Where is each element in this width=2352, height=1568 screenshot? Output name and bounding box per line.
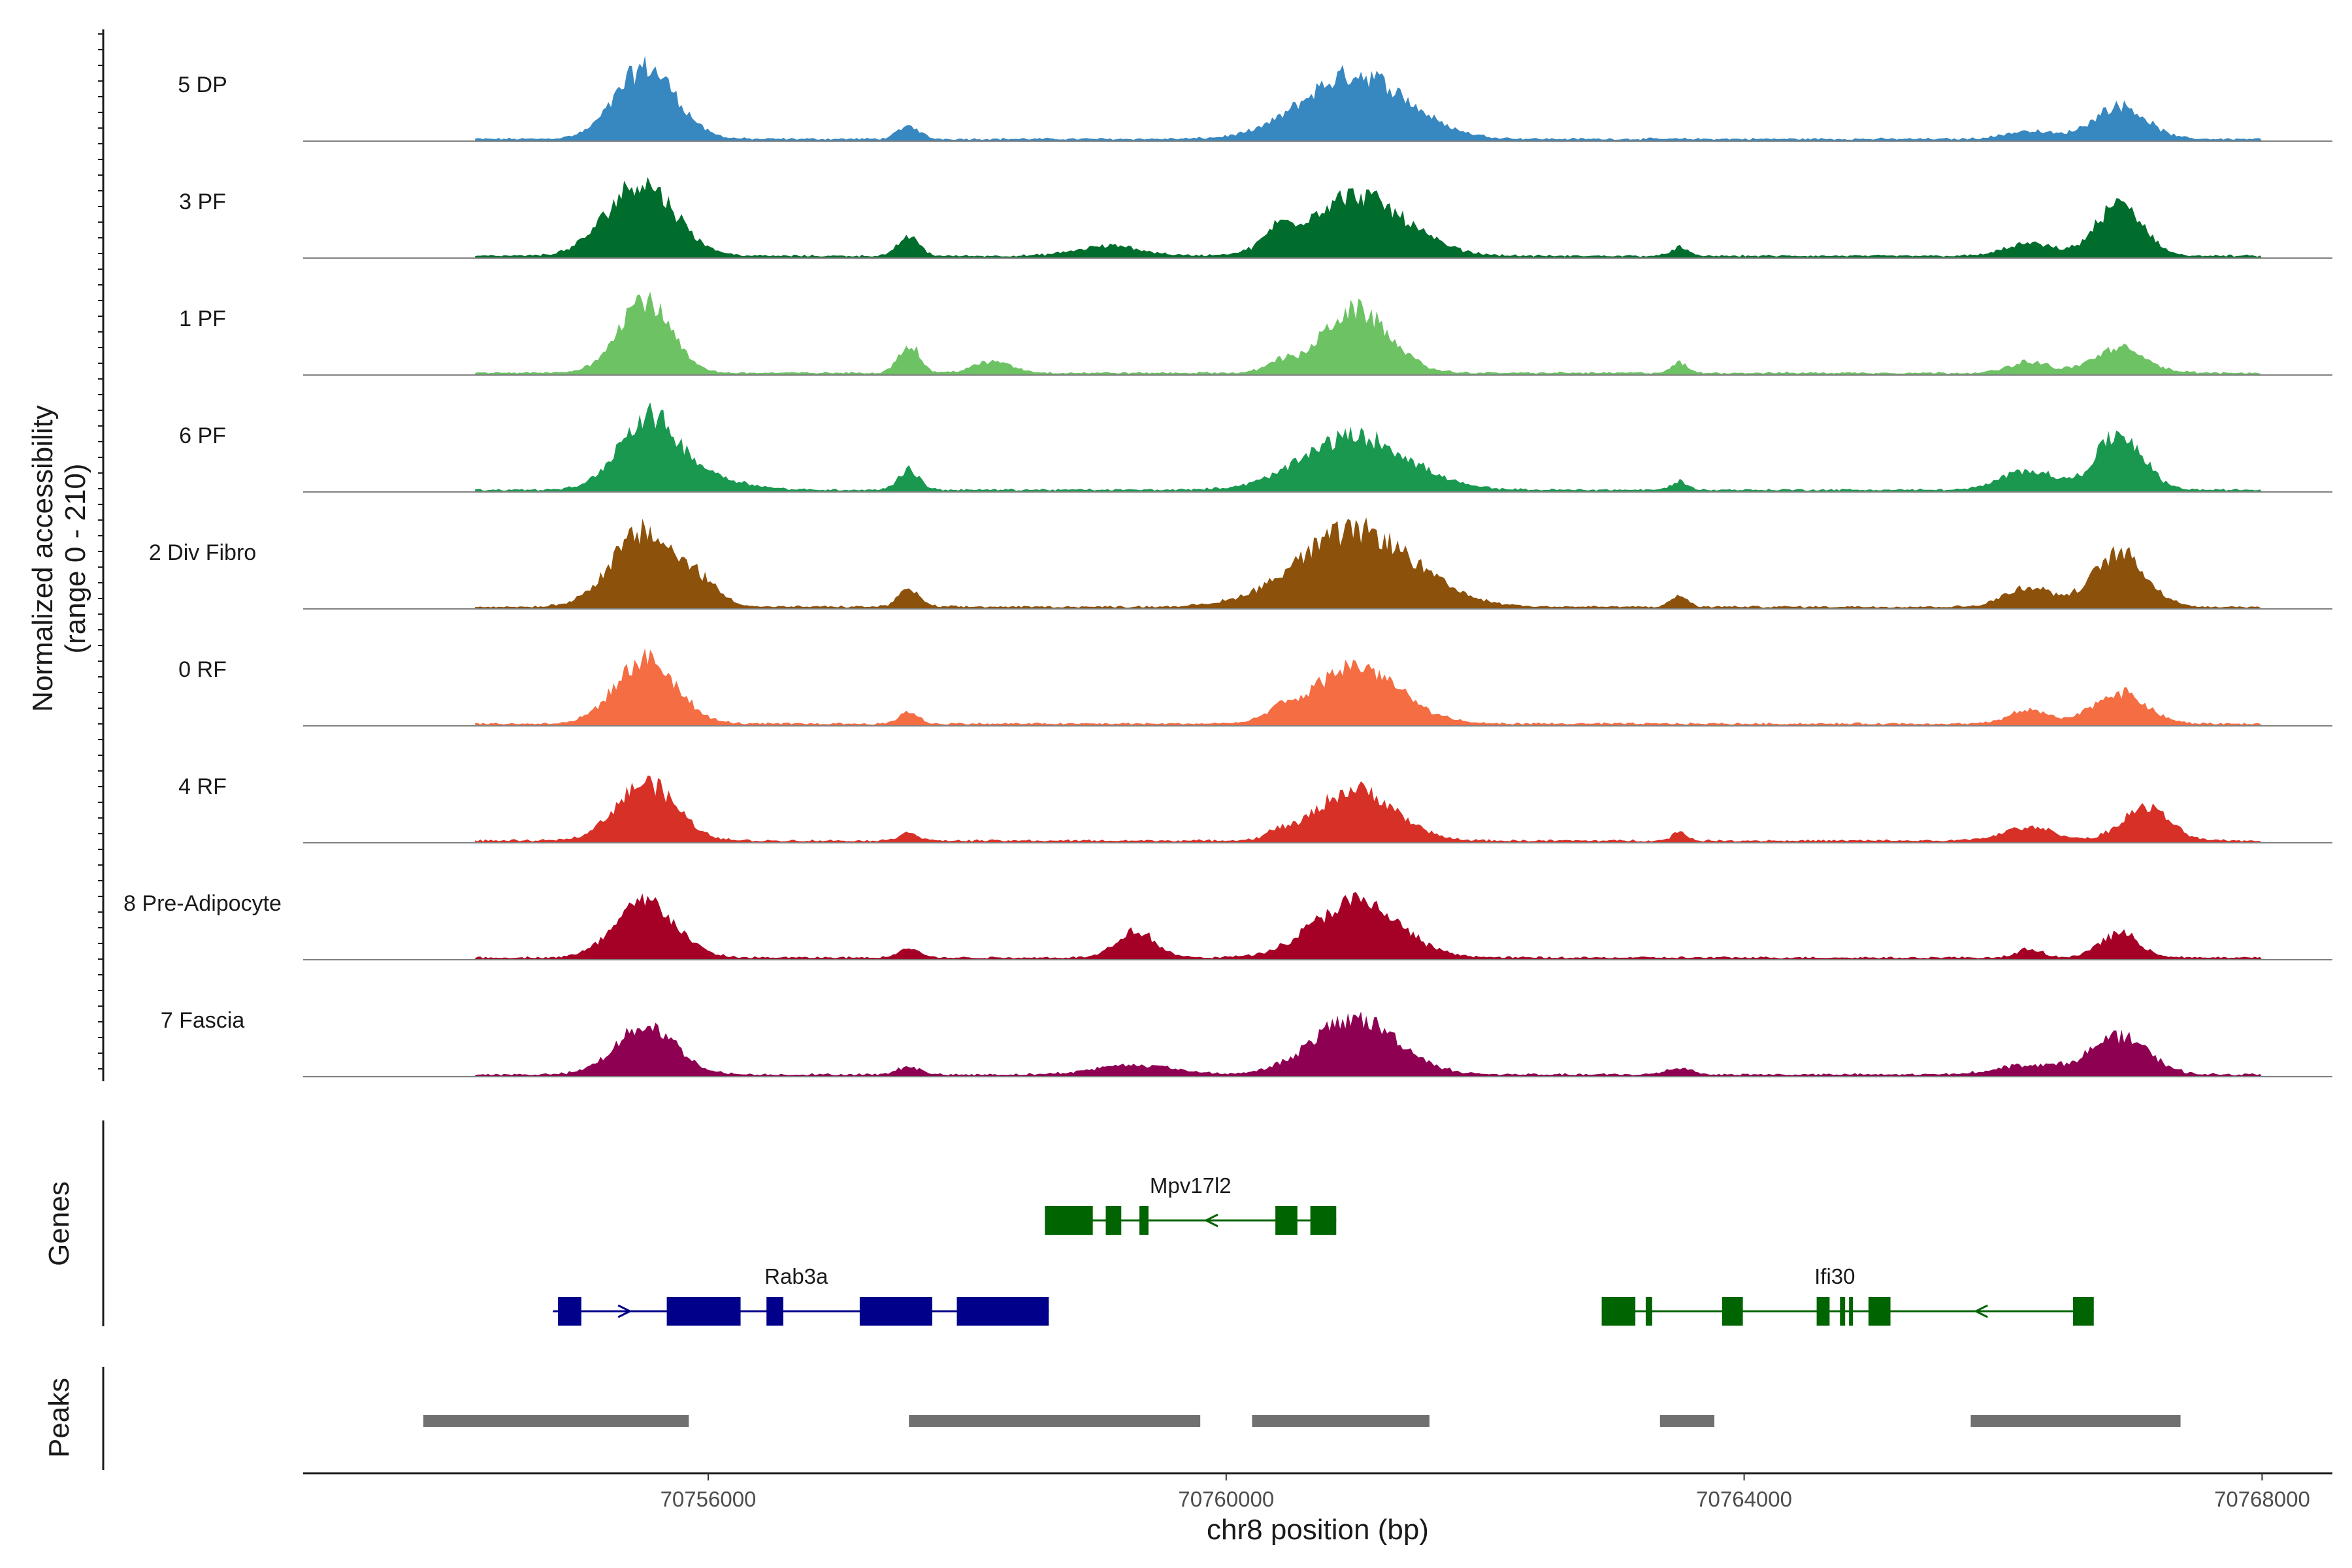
y-axis-title-line2: (range 0 - 210) xyxy=(59,463,91,653)
genes-panel: Mpv17l2 Rab3a Ifi30 xyxy=(553,1173,2094,1326)
gene-exon xyxy=(766,1297,783,1326)
gene-exon xyxy=(1849,1297,1854,1326)
gene-rab3a: Rab3a xyxy=(553,1264,1049,1326)
coverage-area xyxy=(475,56,2262,142)
gene-exon xyxy=(1868,1297,1891,1326)
track-label: 8 Pre-Adipocyte xyxy=(123,891,282,916)
track-1-pf: 1 PF xyxy=(179,291,2332,376)
gene-exon xyxy=(859,1297,932,1326)
peaks-axis-title: Peaks xyxy=(43,1378,75,1458)
coverage-area xyxy=(475,402,2262,492)
x-tick-label: 70756000 xyxy=(661,1487,757,1511)
track-0-rf: 0 RF xyxy=(178,648,2332,727)
gene-mpv17l2: Mpv17l2 xyxy=(1045,1173,1337,1235)
track-6-pf: 6 PF xyxy=(179,402,2332,493)
gene-name: Rab3a xyxy=(764,1264,828,1288)
gene-exon xyxy=(1045,1206,1093,1235)
peak-region xyxy=(423,1415,689,1427)
track-label: 3 PF xyxy=(179,189,226,214)
y-axis-title-line1: Normalized accessibility xyxy=(27,405,59,711)
peaks-panel xyxy=(423,1415,2181,1427)
track-label: 7 Fascia xyxy=(161,1008,245,1033)
gene-exon xyxy=(1645,1297,1652,1326)
track-label: 0 RF xyxy=(178,657,227,682)
track-2-div-fibro: 2 Div Fibro xyxy=(149,517,2332,610)
track-label: 4 RF xyxy=(178,774,227,799)
strand-arrow xyxy=(1973,1304,1988,1318)
axes: Normalized accessibility(range 0 - 210) G… xyxy=(27,29,2332,1546)
coverage-area xyxy=(475,892,2262,960)
gene-exon xyxy=(1816,1297,1830,1326)
gene-exon xyxy=(1840,1297,1846,1326)
peak-region xyxy=(1970,1415,2181,1427)
track-8-pre-adipocyte: 8 Pre-Adipocyte xyxy=(123,891,2332,960)
track-3-pf: 3 PF xyxy=(179,176,2332,259)
gene-exon xyxy=(1601,1297,1636,1326)
track-7-fascia: 7 Fascia xyxy=(161,1008,2332,1077)
y-axis-title: Normalized accessibility(range 0 - 210) xyxy=(27,405,91,711)
x-tick-label: 70760000 xyxy=(1178,1487,1274,1511)
gene-exon xyxy=(1139,1206,1149,1235)
track-label: 1 PF xyxy=(179,306,226,331)
gene-exon xyxy=(1275,1206,1298,1235)
gene-exon xyxy=(1105,1206,1122,1235)
gene-name: Mpv17l2 xyxy=(1150,1173,1232,1198)
track-5-dp: 5 DP xyxy=(178,56,2332,142)
coverage-area xyxy=(475,291,2262,375)
gene-exon xyxy=(1310,1206,1337,1235)
gene-exon xyxy=(666,1297,741,1326)
strand-arrow xyxy=(617,1304,632,1318)
coverage-area xyxy=(475,648,2262,726)
track-4-rf: 4 RF xyxy=(178,774,2332,843)
strand-arrow xyxy=(1203,1213,1218,1228)
gene-exon xyxy=(1722,1297,1743,1326)
coverage-area xyxy=(475,517,2262,609)
peak-region xyxy=(909,1415,1201,1427)
track-label: 5 DP xyxy=(178,73,227,97)
genes-axis-title: Genes xyxy=(43,1181,75,1266)
coverage-area xyxy=(475,176,2262,258)
x-axis-title: chr8 position (bp) xyxy=(1207,1514,1429,1546)
coverage-area xyxy=(475,776,2262,843)
peak-region xyxy=(1659,1415,1715,1427)
coverage-area xyxy=(475,1011,2262,1077)
gene-exon xyxy=(956,1297,1049,1326)
gene-name: Ifi30 xyxy=(1814,1264,1855,1288)
peak-region xyxy=(1252,1415,1429,1427)
track-label: 6 PF xyxy=(179,423,226,448)
gene-exon xyxy=(558,1297,581,1326)
x-tick-label: 70768000 xyxy=(2214,1487,2310,1511)
x-tick-label: 70764000 xyxy=(1696,1487,1792,1511)
coverage-tracks: 5 DP 3 PF 1 PF 6 PF 2 Div Fibro 0 RF 4 RF 8 Pre… xyxy=(123,56,2332,1077)
gene-ifi30: Ifi30 xyxy=(1601,1264,2094,1326)
gene-exon xyxy=(2073,1297,2094,1326)
track-label: 2 Div Fibro xyxy=(149,540,256,565)
